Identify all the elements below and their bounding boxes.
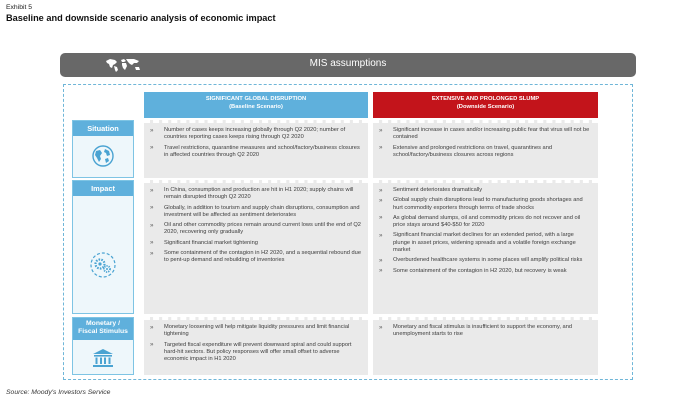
list-item: Significant financial market tightening xyxy=(150,239,362,247)
list-item: Monetary and fiscal stimulus is insuffic… xyxy=(379,324,592,339)
baseline-header-line2: (Baseline Scenario) xyxy=(229,103,283,110)
stimulus-downside-cell: Monetary and fiscal stimulus is insuffic… xyxy=(373,317,598,375)
impact-baseline-cell: In China, consumption and production are… xyxy=(144,180,368,314)
list-item: Extensive and prolonged restrictions on … xyxy=(379,144,592,160)
baseline-column-header: SIGNIFICANT GLOBAL DISRUPTION (Baseline … xyxy=(144,92,368,118)
downside-column-header: EXTENSIVE AND PROLONGED SLUMP (Downside … xyxy=(373,92,598,118)
assumptions-banner: MIS assumptions xyxy=(60,53,636,77)
list-item: Significant financial market declines fo… xyxy=(379,232,592,254)
list-item: Number of cases keeps increasing globall… xyxy=(150,127,362,142)
row-label-stimulus: Monetary / Fiscal Stimulus xyxy=(72,317,134,375)
list-item: Targeted fiscal expenditure will prevent… xyxy=(150,341,362,364)
list-item: In China, consumption and production are… xyxy=(150,187,362,202)
list-item: Significant increase in cases and/or inc… xyxy=(379,127,592,142)
downside-header-line1: EXTENSIVE AND PROLONGED SLUMP xyxy=(431,96,540,102)
world-map-icon xyxy=(106,59,140,72)
row-label-situation: Situation xyxy=(72,120,134,178)
bank-icon xyxy=(93,349,113,367)
impact-downside-cell: Sentiment deteriorates dramatically Glob… xyxy=(373,180,598,314)
stimulus-baseline-cell: Monetary loosening will help mitigate li… xyxy=(144,317,368,375)
list-item: Monetary loosening will help mitigate li… xyxy=(150,324,362,339)
stimulus-label-line2: Fiscal Stimulus xyxy=(78,328,128,336)
list-item: As global demand slumps, oil and commodi… xyxy=(379,214,592,230)
source-note: Source: Moody's Investors Service xyxy=(6,389,111,396)
list-item: Overburdened healthcare systems in some … xyxy=(379,257,592,265)
list-item: Global supply chain disruptions lead to … xyxy=(379,197,592,212)
banner-label: MIS assumptions xyxy=(309,58,387,69)
downside-header-line2: (Downside Scenario) xyxy=(456,103,515,110)
situation-label: Situation xyxy=(73,121,133,136)
impact-label: Impact xyxy=(73,181,133,196)
exhibit-number: Exhibit 5 xyxy=(6,4,33,11)
row-label-impact: Impact xyxy=(72,180,134,314)
stimulus-label: Monetary / Fiscal Stimulus xyxy=(73,318,133,340)
exhibit-title: Baseline and downside scenario analysis … xyxy=(6,13,276,23)
globe-icon xyxy=(92,145,114,167)
stimulus-label-line1: Monetary / xyxy=(86,320,120,327)
baseline-header-line1: SIGNIFICANT GLOBAL DISRUPTION xyxy=(205,96,307,102)
list-item: Sentiment deteriorates dramatically xyxy=(379,186,592,194)
situation-downside-cell: Significant increase in cases and/or inc… xyxy=(373,120,598,178)
list-item: Globally, in addition to tourism and sup… xyxy=(150,204,362,220)
list-item: Some containment of the contagion in H2 … xyxy=(150,250,362,265)
list-item: Travel restrictions, quarantine measures… xyxy=(150,144,362,160)
gears-icon xyxy=(90,252,116,278)
list-item: Oil and other commodity prices remain ar… xyxy=(150,222,362,237)
assumptions-frame xyxy=(63,84,633,380)
list-item: Some containment of the contagion in H2 … xyxy=(379,267,592,275)
situation-baseline-cell: Number of cases keeps increasing globall… xyxy=(144,120,368,178)
